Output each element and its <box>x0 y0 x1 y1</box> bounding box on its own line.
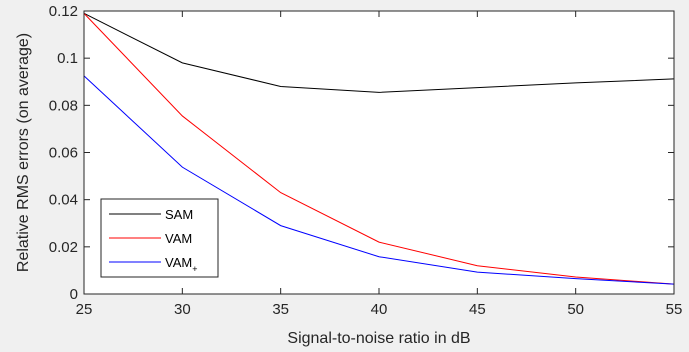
series-layer <box>83 12 675 285</box>
y-tick-label: 0 <box>70 286 78 303</box>
axes-layer: 25 30 35 40 45 50 55 0 0.02 0.04 0.06 0.08 0.1 0.12 <box>49 3 683 318</box>
legend-label-3: VAM+ <box>165 255 197 274</box>
y-tick-label: 0.04 <box>49 192 78 209</box>
y-tick-label: 0.08 <box>49 97 78 114</box>
legend-label-2: VAM <box>165 231 192 246</box>
x-axis-label: Signal-to-noise ratio in dB <box>287 330 470 347</box>
y-tick-label: 0.06 <box>49 145 78 162</box>
x-tick-label: 45 <box>469 301 486 318</box>
series-line-2 <box>83 13 675 285</box>
x-tick-label: 50 <box>567 301 584 318</box>
x-tick-label: 30 <box>174 301 191 318</box>
y-tick-label: 0.1 <box>57 50 78 67</box>
legend-label-1: SAM <box>165 207 193 222</box>
y-tick-label: 0.12 <box>49 3 78 20</box>
x-tick-label: 35 <box>272 301 289 318</box>
series-line-3 <box>83 75 675 285</box>
x-tick-label: 55 <box>666 301 683 318</box>
x-tick-label: 25 <box>76 301 93 318</box>
y-tick-label: 0.02 <box>49 239 78 256</box>
legend: SAM VAM VAM+ <box>100 198 219 278</box>
x-tick-label: 40 <box>371 301 388 318</box>
y-axis-label: Relative RMS errors (on average) <box>15 33 32 272</box>
series-line-1 <box>83 12 675 93</box>
